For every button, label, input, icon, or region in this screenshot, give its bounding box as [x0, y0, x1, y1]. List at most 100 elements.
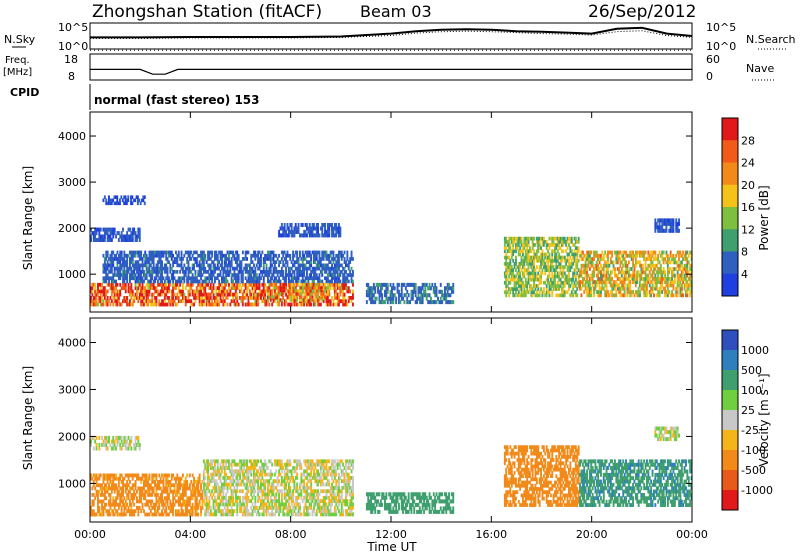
- heat-cell: [129, 260, 131, 264]
- heat-cell: [445, 296, 448, 301]
- heat-cell: [398, 289, 400, 294]
- heat-cell: [131, 238, 134, 242]
- heat-cell: [678, 263, 680, 268]
- heat-cell: [233, 273, 236, 277]
- heat-cell: [321, 296, 324, 300]
- heat-cell: [168, 496, 170, 501]
- heat-cell: [258, 257, 261, 261]
- heat-cell: [286, 223, 289, 227]
- heat-cell: [620, 273, 623, 278]
- heat-cell: [103, 231, 106, 236]
- heat-cell: [155, 302, 158, 307]
- heat-cell: [254, 266, 257, 271]
- heat-cell: [306, 226, 308, 231]
- heat-cell: [184, 493, 187, 497]
- heat-cell: [115, 483, 117, 488]
- heat-cell: [622, 280, 625, 284]
- heat-cell: [197, 489, 200, 494]
- heat-cell: [598, 270, 601, 275]
- heat-cell: [314, 270, 317, 274]
- heat-cell: [428, 286, 431, 291]
- heat-cell: [345, 270, 347, 274]
- heat-cell: [253, 282, 255, 287]
- heat-cell: [322, 296, 325, 300]
- heat-cell: [123, 195, 126, 199]
- heat-cell: [531, 243, 534, 247]
- heat-cell: [392, 300, 395, 305]
- heat-cell: [310, 298, 313, 302]
- heat-cell: [554, 255, 556, 260]
- heat-cell: [345, 276, 347, 281]
- heat-cell: [102, 512, 105, 517]
- heat-cell: [343, 273, 346, 277]
- heat-cell: [315, 233, 318, 238]
- heat-cell: [382, 282, 385, 287]
- heat-cell: [140, 292, 143, 297]
- heat-cell: [117, 292, 120, 297]
- heat-cell: [336, 292, 339, 297]
- heat-cell: [241, 292, 244, 297]
- heat-cell: [92, 499, 95, 504]
- heat-cell: [166, 480, 169, 484]
- heat-cell: [251, 289, 254, 294]
- heat-cell: [655, 221, 658, 226]
- heat-cell: [190, 509, 193, 514]
- heat-cell: [619, 280, 622, 284]
- heat-cell: [211, 302, 214, 307]
- heat-cell: [308, 292, 311, 296]
- heat-cell: [156, 253, 159, 258]
- heat-cell: [202, 476, 205, 480]
- heat-cell: [151, 480, 154, 484]
- heat-cell: [519, 262, 522, 266]
- heat-cell: [516, 271, 519, 276]
- heat-cell: [148, 506, 151, 510]
- heat-cell: [630, 273, 633, 278]
- heat-cell: [132, 198, 135, 203]
- heat-cell: [194, 489, 197, 494]
- heat-cell: [175, 260, 177, 264]
- heat-cell: [91, 512, 94, 517]
- heat-cell: [276, 279, 279, 284]
- heat-cell: [343, 260, 346, 264]
- heat-cell: [253, 286, 255, 290]
- heat-cell: [285, 270, 287, 274]
- heat-cell: [365, 282, 368, 287]
- heat-cell: [110, 227, 113, 232]
- heat-cell: [149, 282, 152, 287]
- heat-cell: [236, 299, 239, 304]
- heat-cell: [158, 483, 161, 488]
- heat-cell: [95, 483, 98, 488]
- heat-cell: [102, 302, 105, 307]
- heat-cell: [686, 290, 689, 294]
- heat-cell: [168, 289, 170, 294]
- heat-cell: [172, 483, 175, 488]
- heat-cell: [600, 273, 602, 278]
- heat-cell: [333, 226, 336, 231]
- heat-cell: [308, 260, 311, 264]
- heat-cell: [112, 231, 115, 236]
- heat-cell: [134, 279, 137, 284]
- heat-cell: [448, 300, 450, 305]
- heat-cell: [338, 233, 340, 238]
- heat-cell: [155, 276, 158, 281]
- heat-cell: [264, 270, 267, 274]
- heat-cell: [386, 289, 389, 294]
- heat-cell: [205, 462, 208, 467]
- heat-cell: [177, 496, 180, 501]
- series-line-0: [90, 68, 692, 75]
- heat-cell: [243, 296, 246, 300]
- heat-cell: [276, 302, 279, 307]
- heat-cell: [103, 260, 106, 264]
- heat-cell: [328, 286, 331, 290]
- heat-cell: [120, 263, 123, 268]
- heat-cell: [657, 218, 660, 223]
- heat-cell: [673, 257, 676, 261]
- heat-cell: [144, 273, 147, 277]
- heat-cell: [116, 250, 119, 255]
- heat-cell: [180, 476, 183, 481]
- nave-label: Nave: [746, 62, 774, 75]
- heat-cell: [523, 287, 526, 291]
- heat-cell: [234, 257, 237, 261]
- heat-cell: [101, 296, 103, 300]
- heat-cell: [314, 260, 317, 264]
